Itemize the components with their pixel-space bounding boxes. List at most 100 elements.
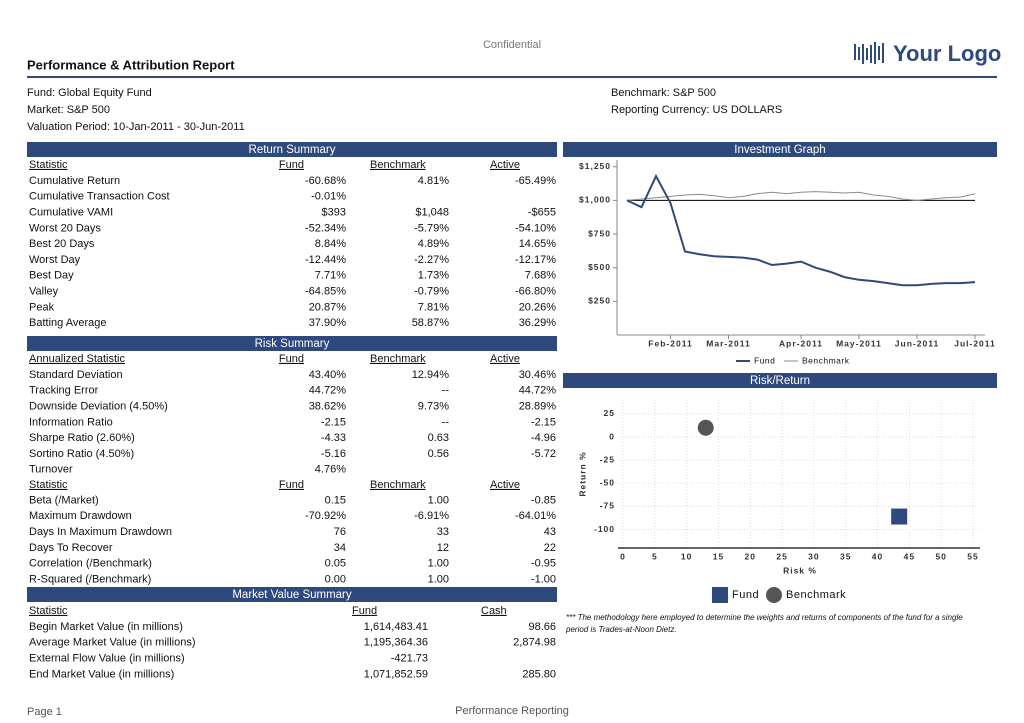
section-title: Market Value Summary — [232, 589, 352, 601]
scatter-point — [697, 419, 714, 436]
footnote: period is Trades-at-Noon Dietz. — [565, 625, 677, 634]
page-number: Page 1 — [27, 706, 62, 718]
table-value: 34 — [334, 542, 346, 554]
y-tick-label: -50 — [600, 478, 615, 488]
table-value: 1,071,852.59 — [364, 668, 428, 680]
row-label: Standard Deviation — [29, 369, 123, 381]
table-value: 8.84% — [315, 238, 346, 250]
table-value: -4.33 — [321, 432, 346, 444]
table-value: -4.96 — [531, 432, 556, 444]
column-header: Fund — [352, 605, 377, 617]
table-value: 0.15 — [325, 494, 346, 506]
row-label: Worst Day — [29, 254, 81, 266]
x-axis-title: Risk % — [783, 565, 817, 575]
row-label: Beta (/Market) — [29, 494, 99, 506]
table-value: -0.01% — [311, 191, 346, 203]
table-value: 20.26% — [519, 301, 557, 313]
row-label: Batting Average — [29, 317, 106, 329]
section-bar — [27, 336, 557, 351]
column-header: Cash — [481, 605, 507, 617]
table-value: -- — [442, 385, 450, 397]
table-value: 98.66 — [528, 621, 556, 633]
plot-area — [618, 400, 980, 548]
table-value: 22 — [544, 542, 556, 554]
row-label: Tracking Error — [29, 385, 99, 397]
section-title: Risk/Return — [750, 375, 810, 387]
table-value: 7.71% — [315, 270, 346, 282]
table-value: 12 — [437, 542, 449, 554]
legend-label: Fund — [732, 589, 759, 601]
table-value: 285.80 — [522, 668, 556, 680]
scatter-point — [891, 508, 908, 525]
table-value: -65.49% — [515, 175, 556, 187]
section-bar — [563, 142, 997, 157]
report-title: Performance & Attribution Report — [27, 57, 235, 72]
table-value: 76 — [334, 526, 346, 538]
table-value: 2,874.98 — [513, 637, 556, 649]
table-value: 30.46% — [519, 369, 557, 381]
table-value: -12.44% — [305, 254, 346, 266]
y-tick-label: $500 — [588, 262, 611, 272]
y-tick-label: -100 — [594, 524, 615, 534]
table-value: 7.68% — [525, 270, 556, 282]
x-tick-label: 0 — [620, 551, 626, 561]
row-label: Peak — [29, 301, 55, 313]
table-value: -60.68% — [305, 175, 346, 187]
x-tick-label: Apr-2011 — [779, 338, 823, 348]
table-value: $393 — [322, 207, 346, 219]
x-tick-label: 35 — [840, 551, 851, 561]
table-value: -12.17% — [515, 254, 556, 266]
table-value: 37.90% — [309, 317, 347, 329]
table-value: -64.01% — [515, 510, 556, 522]
section-title: Investment Graph — [734, 144, 825, 156]
row-label: Best Day — [29, 270, 74, 282]
row-label: External Flow Value (in millions) — [29, 653, 185, 665]
x-tick-label: Jul-2011 — [954, 338, 996, 348]
x-tick-label: 30 — [808, 551, 819, 561]
table-value: -52.34% — [305, 222, 346, 234]
section-bar — [27, 142, 557, 157]
x-tick-label: 10 — [681, 551, 692, 561]
table-value: $1,048 — [415, 207, 449, 219]
table-value: 1.73% — [418, 270, 449, 282]
table-value: -5.79% — [414, 222, 449, 234]
legend-label: Fund — [754, 355, 775, 365]
column-header: Statistic — [29, 159, 68, 171]
section-bar — [27, 587, 557, 602]
column-header: Fund — [279, 479, 304, 491]
row-label: Cumulative VAMI — [29, 207, 113, 219]
table-value: 58.87% — [412, 317, 450, 329]
x-tick-label: Jun-2011 — [895, 338, 939, 348]
column-header: Benchmark — [370, 353, 426, 365]
table-value: -0.85 — [531, 494, 556, 506]
row-label: R-Squared (/Benchmark) — [29, 573, 151, 585]
table-value: -- — [442, 416, 450, 428]
table-value: 44.72% — [519, 385, 557, 397]
logo-text: Your Logo — [893, 41, 1001, 66]
legend-label: Benchmark — [786, 589, 846, 601]
row-label: Sortino Ratio (4.50%) — [29, 448, 134, 460]
table-value: 36.29% — [519, 317, 557, 329]
y-tick-label: -75 — [600, 501, 615, 511]
table-value: 7.81% — [418, 301, 449, 313]
series-line — [626, 173, 976, 287]
table-value: 4.89% — [418, 238, 449, 250]
table-value: -2.15 — [531, 416, 556, 428]
column-header: Statistic — [29, 479, 68, 491]
row-label: Best 20 Days — [29, 238, 95, 250]
table-value: -66.80% — [515, 286, 556, 298]
x-tick-label: 20 — [745, 551, 756, 561]
table-value: 1.00 — [428, 558, 449, 570]
row-label: Downside Deviation (4.50%) — [29, 401, 168, 413]
column-header: Fund — [279, 353, 304, 365]
row-label: Correlation (/Benchmark) — [29, 558, 152, 570]
table-value: 12.94% — [412, 369, 450, 381]
column-header: Benchmark — [370, 159, 426, 171]
row-label: Worst 20 Days — [29, 222, 101, 234]
x-tick-label: Feb-2011 — [648, 338, 692, 348]
table-value: 4.76% — [315, 464, 346, 476]
x-tick-label: 55 — [967, 551, 978, 561]
column-header: Statistic — [29, 605, 68, 617]
table-value: -5.16 — [321, 448, 346, 460]
